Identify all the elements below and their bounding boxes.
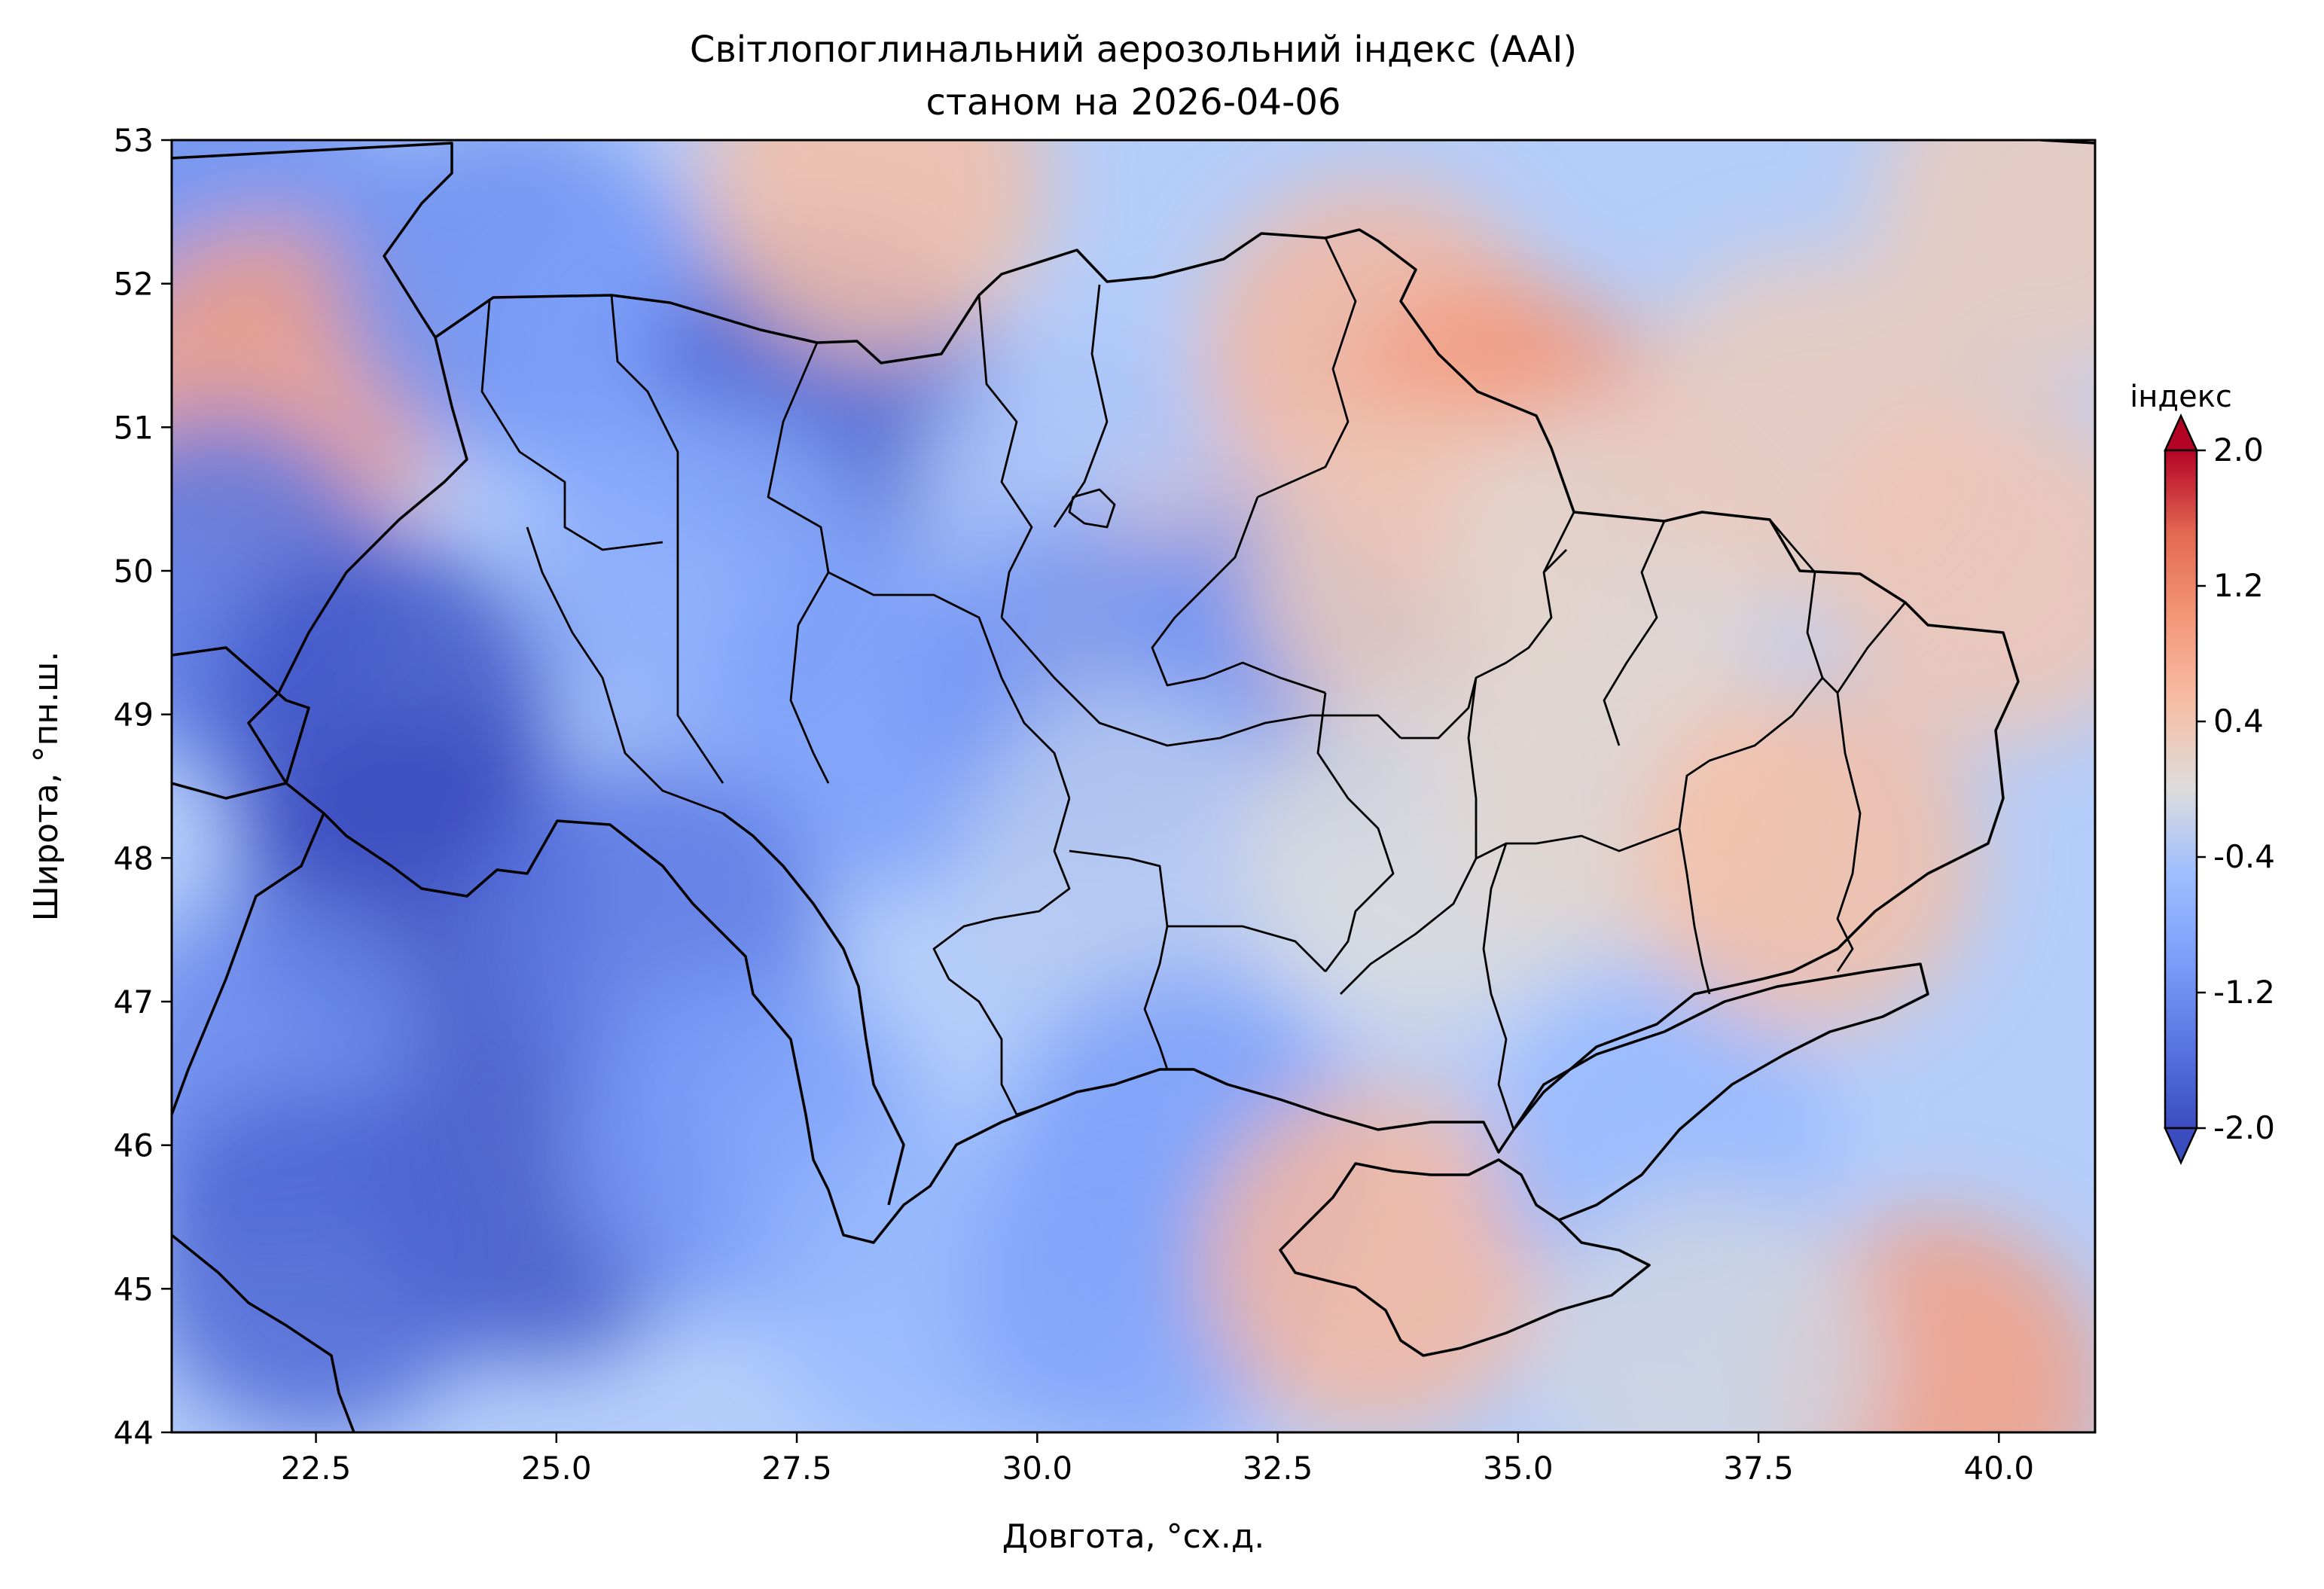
aai-sample: [1537, 1187, 1884, 1432]
chart-subtitle: станом на 2026-04-06: [926, 81, 1341, 124]
colorbar-tick-label: 2.0: [2213, 432, 2264, 468]
chart-title: Світлопоглинальний аерозольний індекс (A…: [690, 29, 1577, 71]
aai-field: [172, 140, 2095, 1432]
colorbar-tick-label: -0.4: [2213, 838, 2275, 875]
y-tick-label: 53: [114, 122, 154, 159]
colorbar-ticks: -2.0 -1.2 -0.4 0.4 1.2 2.0: [2197, 432, 2275, 1146]
y-tick-label: 52: [114, 266, 154, 303]
colorbar-label: індекс: [2130, 380, 2232, 414]
colorbar-tick-label: 1.2: [2213, 567, 2264, 604]
poland-border: [172, 142, 453, 338]
ukraine-border: [247, 228, 2020, 1244]
x-tick-label: 37.5: [1723, 1450, 1794, 1487]
romania-south: [172, 1234, 355, 1432]
slovakia-hungary-border: [172, 646, 310, 784]
y-tick-label: 45: [114, 1270, 154, 1307]
aai-sample: [960, 685, 1307, 1032]
x-tick-label: 32.5: [1243, 1450, 1313, 1487]
colorbar: індекс -2.0 -1.2 -0.4 0.4 1.2 2.0: [2130, 380, 2275, 1166]
x-tick-label: 22.5: [281, 1450, 352, 1487]
colorbar-tick-label: 0.4: [2213, 703, 2264, 740]
x-tick-label: 27.5: [761, 1450, 832, 1487]
hungary-romania-border: [172, 782, 325, 1115]
aai-sample: [1874, 140, 2095, 386]
kyiv-city: [1068, 488, 1116, 529]
colorbar-extend-high: [2164, 413, 2198, 452]
y-tick-label: 46: [114, 1127, 154, 1164]
y-tick-label: 51: [114, 409, 154, 446]
plot-frame: [170, 139, 2097, 1434]
aai-sample: [1633, 685, 1980, 1032]
azov-coast: [1512, 962, 1929, 1221]
y-tick-label: 50: [114, 553, 154, 590]
y-tick-label: 47: [114, 984, 154, 1020]
x-tick-label: 30.0: [1002, 1450, 1073, 1487]
crimea-outline: [1279, 1158, 1651, 1357]
plot-area: [172, 140, 2095, 1432]
oblast-boundaries: [480, 237, 1907, 1130]
x-tick-label: 25.0: [521, 1450, 592, 1487]
y-tick-label: 44: [114, 1414, 154, 1451]
x-axis-label: Довгота, °сх.д.: [1002, 1517, 1264, 1556]
y-tick-label: 48: [114, 840, 154, 877]
colorbar-tick-label: -2.0: [2213, 1109, 2275, 1146]
x-tick-label: 35.0: [1483, 1450, 1554, 1487]
y-axis: 44 45 46 47 48 49 50 51 52 53: [114, 122, 172, 1451]
colorbar-tick-label: -1.2: [2213, 974, 2275, 1011]
x-tick-label: 40.0: [1964, 1450, 2035, 1487]
colorbar-extend-low: [2164, 1127, 2198, 1166]
boundaries: [172, 140, 2095, 1432]
aai-sample: [1825, 398, 2095, 744]
y-axis-label: Широта, °пн.ш.: [27, 651, 66, 922]
aai-sample: [1200, 1087, 1548, 1432]
x-axis: 22.5 25.0 27.5 30.0 32.5 35.0 37.5 40.0: [281, 1432, 2034, 1487]
y-tick-label: 49: [114, 697, 154, 734]
moldova-border: [721, 812, 905, 1206]
aai-sample: [172, 1087, 490, 1432]
colorbar-body: [2164, 449, 2198, 1130]
aai-sample: [700, 140, 1048, 357]
